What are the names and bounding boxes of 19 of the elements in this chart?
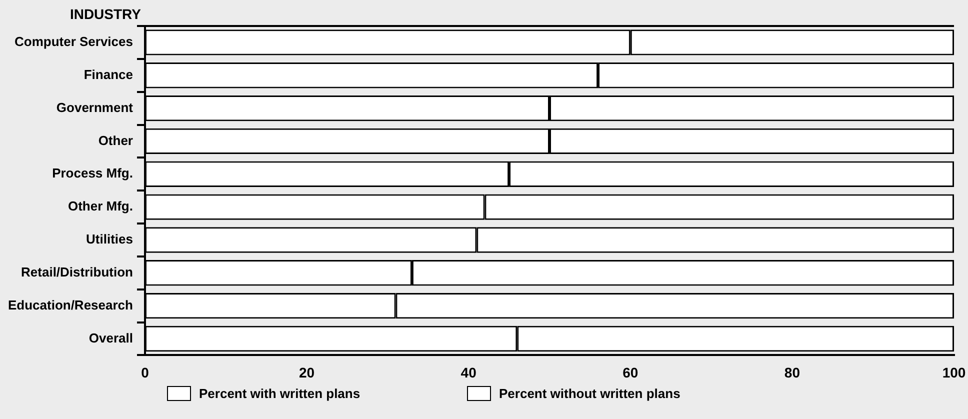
x-tick-label: 60 (622, 364, 638, 380)
y-tick-label: Utilities (86, 232, 133, 247)
y-tick-label: Retail/Distribution (21, 264, 134, 280)
text: Percent without written plans (499, 386, 680, 401)
y-tick-label: Other Mfg. (68, 198, 133, 214)
y-tick-label: Process Mfg. (52, 166, 133, 181)
x-tick-label: 100 (942, 364, 966, 380)
text: Percent with written plans (199, 386, 360, 401)
y-tick-label: Finance (84, 66, 133, 82)
y-axis-title: INDUSTRY (70, 6, 142, 22)
x-tick-label: 80 (784, 364, 800, 380)
x-tick-label: 20 (299, 364, 315, 380)
y-tick-label: Other (98, 132, 133, 148)
y-tick-label: Computer Services (14, 34, 133, 50)
x-tick-label: 40 (460, 364, 477, 380)
y-tick-label: Government (56, 100, 134, 115)
x-tick-label: 0 (141, 364, 150, 380)
y-tick-label: Overall (88, 330, 133, 346)
y-tick-label: Education/Research (8, 297, 134, 312)
